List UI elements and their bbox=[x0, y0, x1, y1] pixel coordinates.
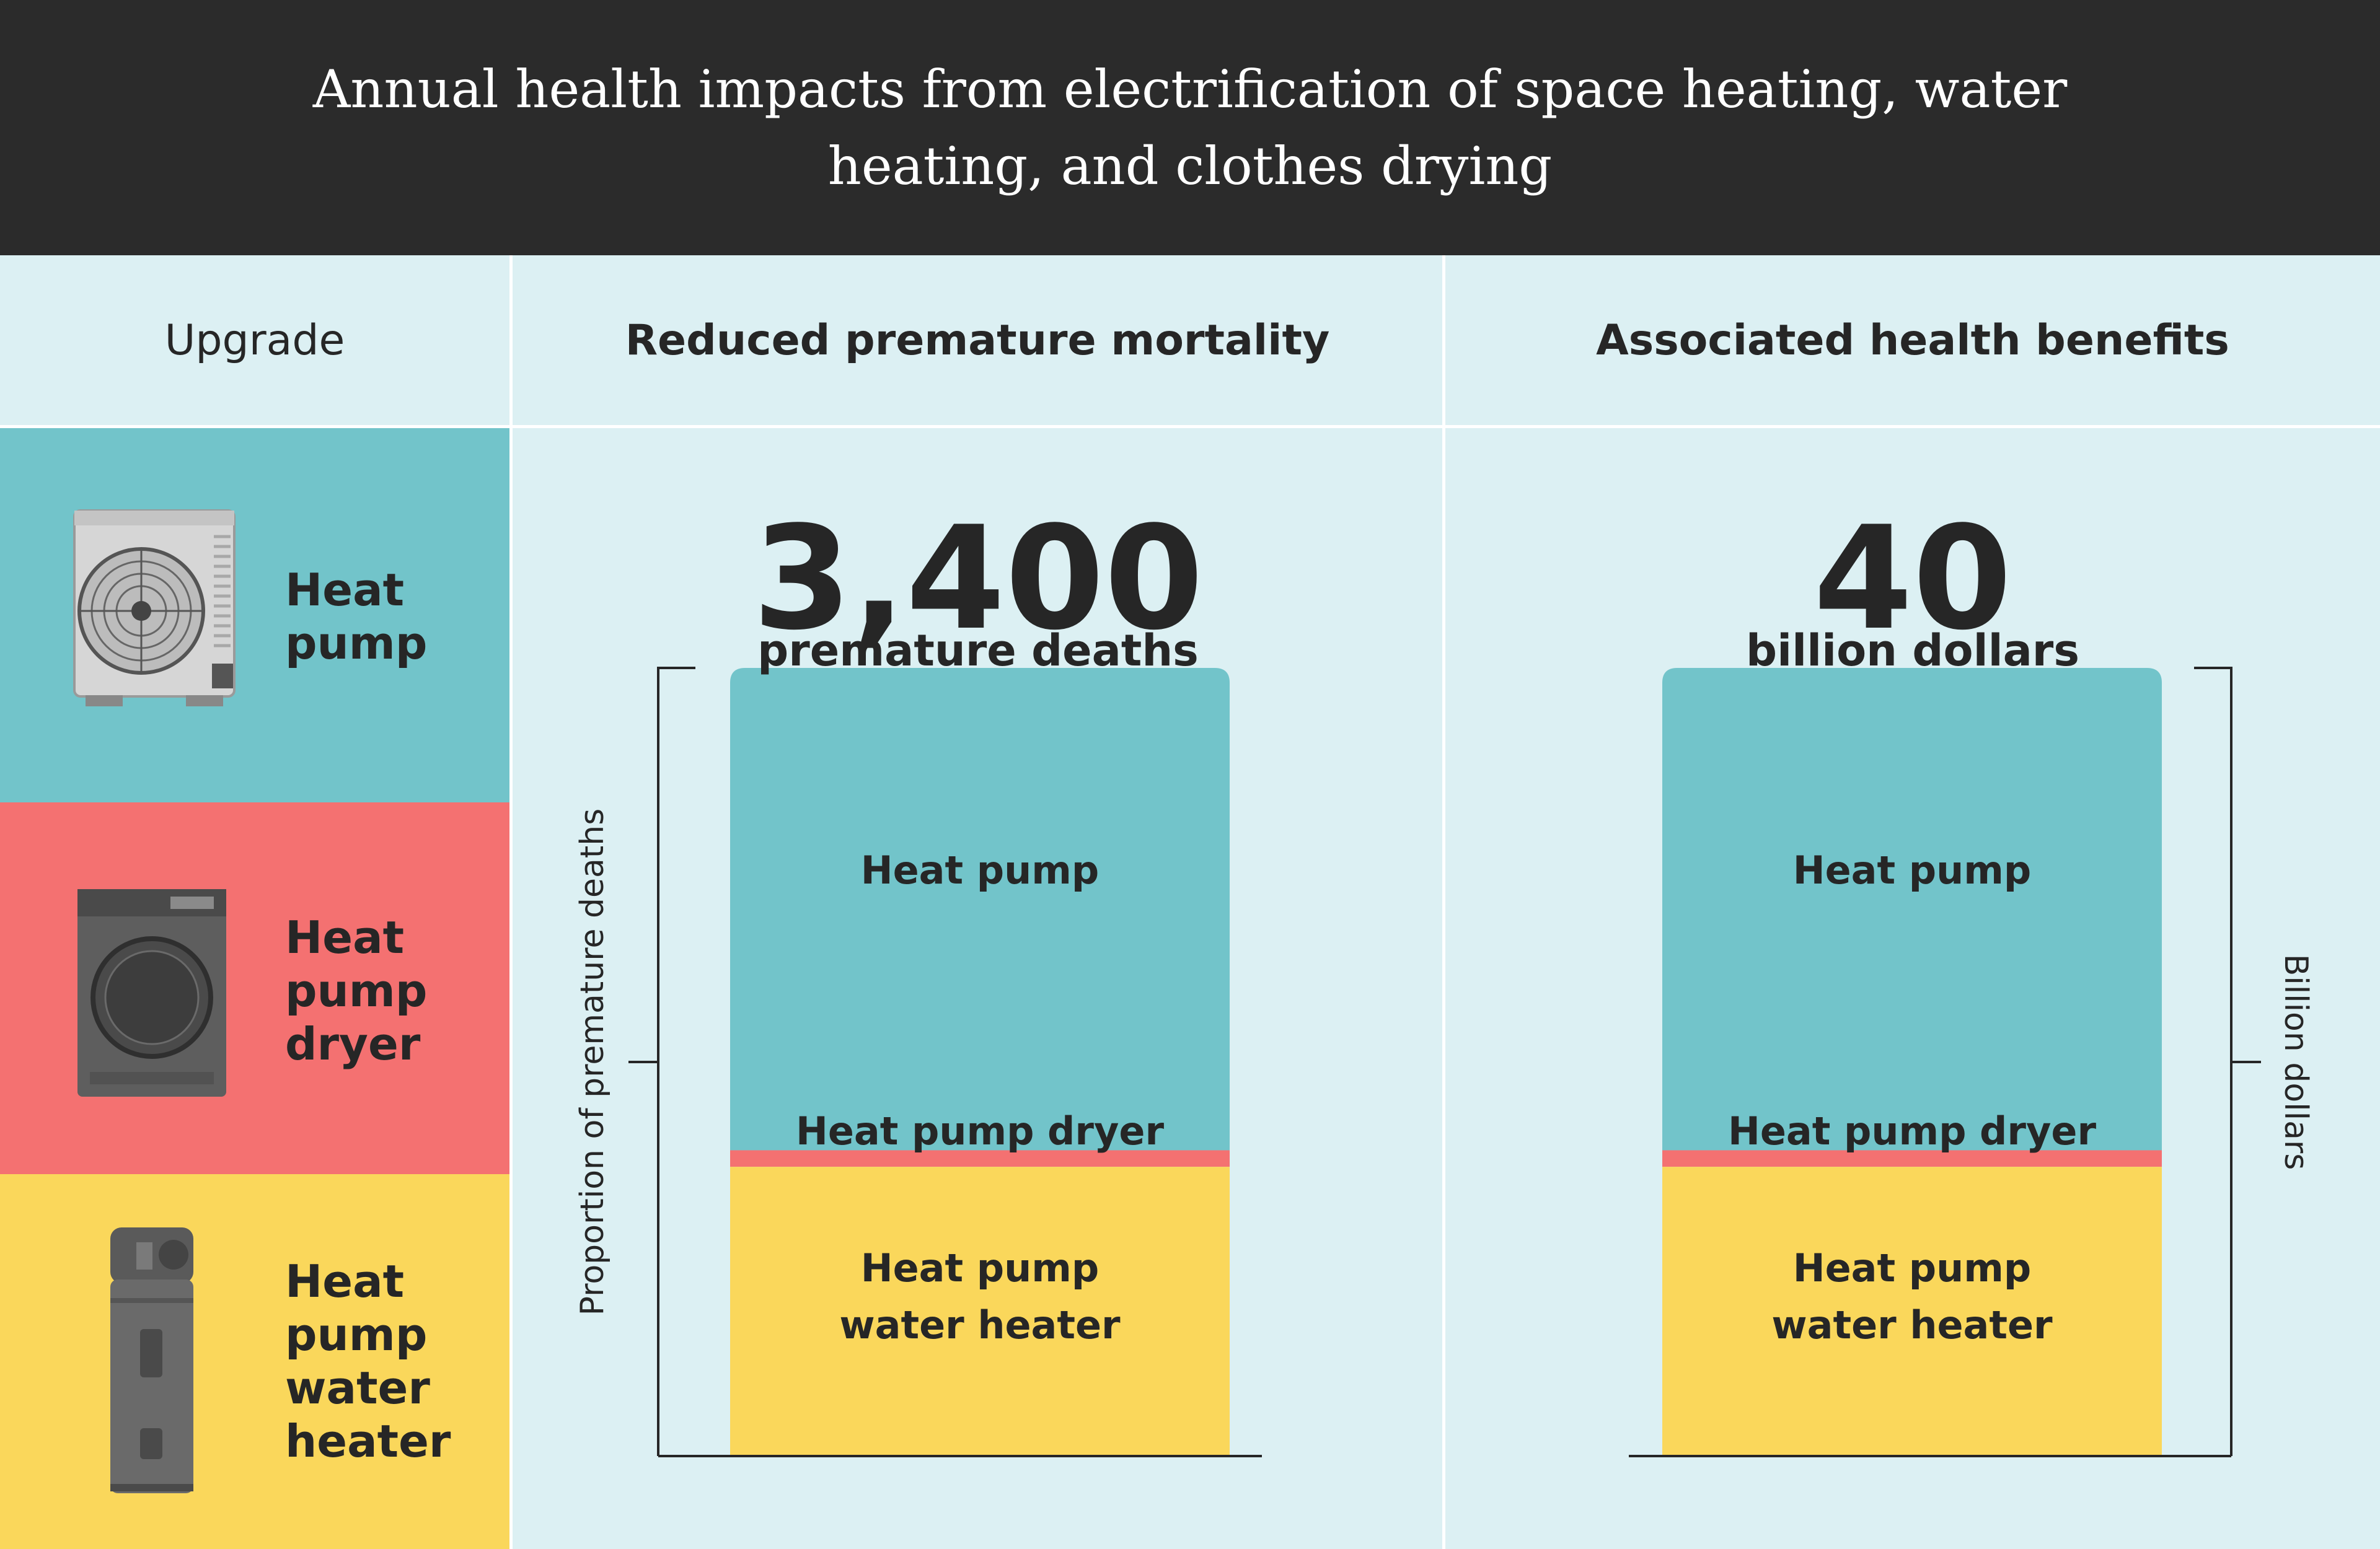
upgrade-label-line: pump bbox=[285, 965, 428, 1017]
segment-label-line: water heater bbox=[839, 1302, 1121, 1348]
upgrade-label-line: pump bbox=[285, 1309, 428, 1361]
segment-label-line: water heater bbox=[1771, 1302, 2053, 1348]
axis-bracket bbox=[657, 667, 695, 1456]
mortality-total-value: 3,400 bbox=[752, 496, 1204, 662]
bar-segment-heat-pump-water-heater bbox=[730, 1167, 1230, 1456]
column-divider bbox=[1442, 255, 1445, 1549]
segment-label-heat-pump-dryer: Heat pump dryer bbox=[1727, 1108, 2097, 1154]
upgrade-label-line: Heat bbox=[285, 1255, 405, 1307]
segment-label-line: Heat pump bbox=[1792, 1245, 2032, 1291]
upgrade-label-line: Heat bbox=[285, 911, 405, 963]
bar-segment-heat-pump-water-heater bbox=[1662, 1167, 2162, 1456]
heat-pump-unit-icon bbox=[68, 506, 239, 710]
title-bar: Annual health impacts from electrificati… bbox=[0, 0, 2380, 255]
axis-bracket bbox=[2194, 667, 2232, 1456]
upgrade-label-heat-pump-dryer: Heat pump dryer bbox=[285, 911, 427, 1071]
mortality-y-axis-label: Proportion of premature deaths bbox=[574, 808, 611, 1316]
benefits-y-axis-label: Billion dollars bbox=[2277, 954, 2314, 1170]
upgrade-label-line: water bbox=[285, 1362, 430, 1414]
bar-segment-heat-pump bbox=[730, 668, 1230, 1151]
upgrade-label-line: pump bbox=[285, 617, 428, 669]
header-benefits: Associated health benefits bbox=[1596, 315, 2229, 365]
heat-pump-dryer-icon bbox=[77, 889, 226, 1097]
segment-label-heat-pump-water-heater: Heat pump water heater bbox=[670, 1240, 1290, 1354]
upgrade-row-heat-pump-dryer: Heat pump dryer bbox=[0, 802, 509, 1174]
upgrade-label-line: heater bbox=[285, 1415, 451, 1467]
chart-title: Annual health impacts from electrificati… bbox=[312, 59, 2068, 196]
segment-label-heat-pump: Heat pump bbox=[1792, 847, 2032, 893]
benefits-total-unit: billion dollars bbox=[1746, 625, 2079, 676]
upgrade-label-heat-pump-water-heater: Heat pump water heater bbox=[285, 1255, 451, 1468]
header-mortality: Reduced premature mortality bbox=[625, 315, 1330, 365]
bar-segment-heat-pump-dryer bbox=[730, 1150, 1230, 1167]
benefits-total-value: 40 bbox=[1813, 496, 2012, 662]
upgrade-row-heat-pump: Heat pump bbox=[0, 428, 509, 802]
header-divider bbox=[0, 425, 2380, 428]
segment-label-heat-pump-dryer: Heat pump dryer bbox=[795, 1108, 1165, 1154]
heat-pump-water-heater-icon bbox=[105, 1224, 198, 1499]
upgrade-label-line: Heat bbox=[285, 564, 405, 616]
bar-segment-heat-pump bbox=[1662, 668, 2162, 1151]
mortality-total-unit: premature deaths bbox=[757, 625, 1199, 676]
segment-label-line: Heat pump bbox=[860, 1245, 1100, 1291]
bar-segment-heat-pump-dryer bbox=[1662, 1150, 2162, 1167]
upgrade-row-heat-pump-water-heater: Heat pump water heater bbox=[0, 1174, 509, 1549]
segment-label-heat-pump-water-heater: Heat pump water heater bbox=[1602, 1240, 2222, 1354]
upgrade-label-line: dryer bbox=[285, 1018, 421, 1070]
column-divider bbox=[509, 255, 513, 1549]
upgrade-label-heat-pump: Heat pump bbox=[285, 563, 427, 670]
segment-label-heat-pump: Heat pump bbox=[860, 847, 1100, 893]
header-upgrade: Upgrade bbox=[164, 315, 345, 365]
